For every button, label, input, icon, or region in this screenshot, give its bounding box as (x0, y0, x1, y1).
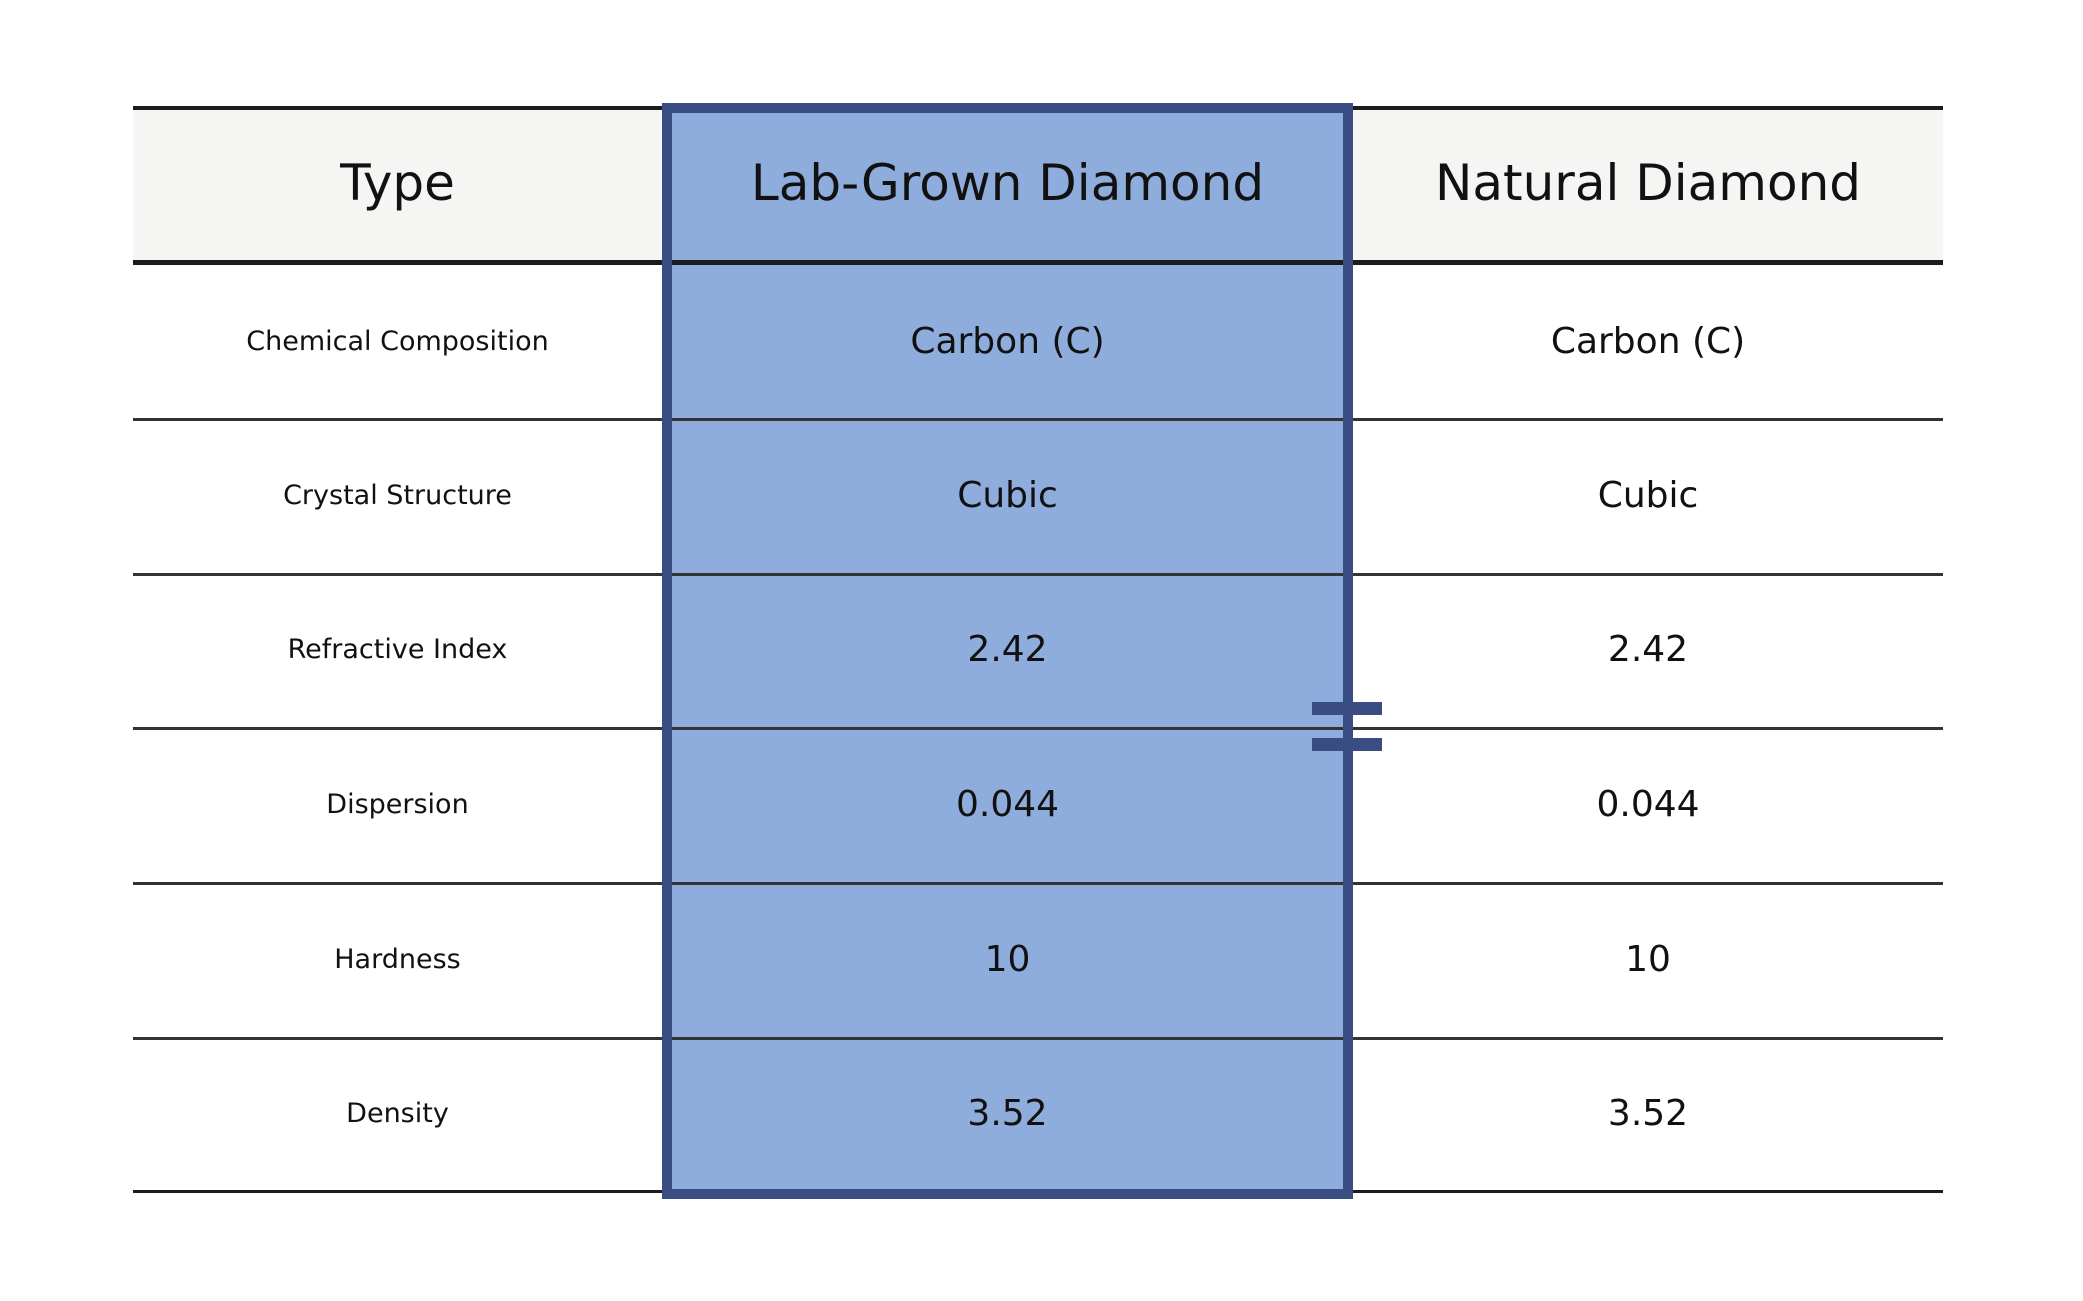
header-bottom-border (133, 260, 1943, 265)
row-label-dispersion: Dispersion (326, 788, 469, 820)
row-divider (133, 882, 1943, 885)
cell-lab-hardness: 10 (984, 938, 1031, 980)
header-lab-grown: Lab-Grown Diamond (750, 154, 1265, 213)
cell-lab-refractive-index: 2.42 (967, 629, 1048, 671)
cell-natural-refractive-index: 2.42 (1607, 629, 1689, 671)
column-selection-outline[interactable] (662, 103, 1353, 1199)
header-natural: Natural Diamond (1434, 154, 1862, 213)
row-label-density: Density (346, 1097, 449, 1129)
selection-resize-handle-top[interactable] (1312, 702, 1382, 715)
cell-lab-density: 3.52 (967, 1092, 1048, 1134)
cell-natural-dispersion: 0.044 (1596, 783, 1700, 825)
row-divider (133, 1037, 1943, 1040)
cell-natural-crystal-structure: Cubic (1597, 474, 1699, 516)
row-label-crystal-structure: Crystal Structure (283, 479, 512, 511)
cell-lab-dispersion: 0.044 (955, 783, 1060, 825)
cell-natural-density: 3.52 (1607, 1092, 1689, 1134)
cell-lab-chemical-composition: Carbon (C) (910, 320, 1105, 362)
cell-natural-hardness: 10 (1625, 938, 1671, 980)
column-highlight-fill (662, 103, 1353, 1199)
row-label-chemical-composition: Chemical Composition (246, 325, 549, 357)
cell-lab-crystal-structure: Cubic (957, 474, 1058, 516)
row-divider (133, 418, 1943, 421)
row-label-refractive-index: Refractive Index (287, 634, 508, 666)
row-divider (133, 727, 1943, 730)
cell-natural-chemical-composition: Carbon (C) (1550, 320, 1746, 362)
row-label-hardness: Hardness (334, 943, 461, 975)
selection-resize-handle-bottom[interactable] (1312, 738, 1382, 751)
header-type: Type (340, 154, 455, 213)
row-divider (133, 573, 1943, 576)
